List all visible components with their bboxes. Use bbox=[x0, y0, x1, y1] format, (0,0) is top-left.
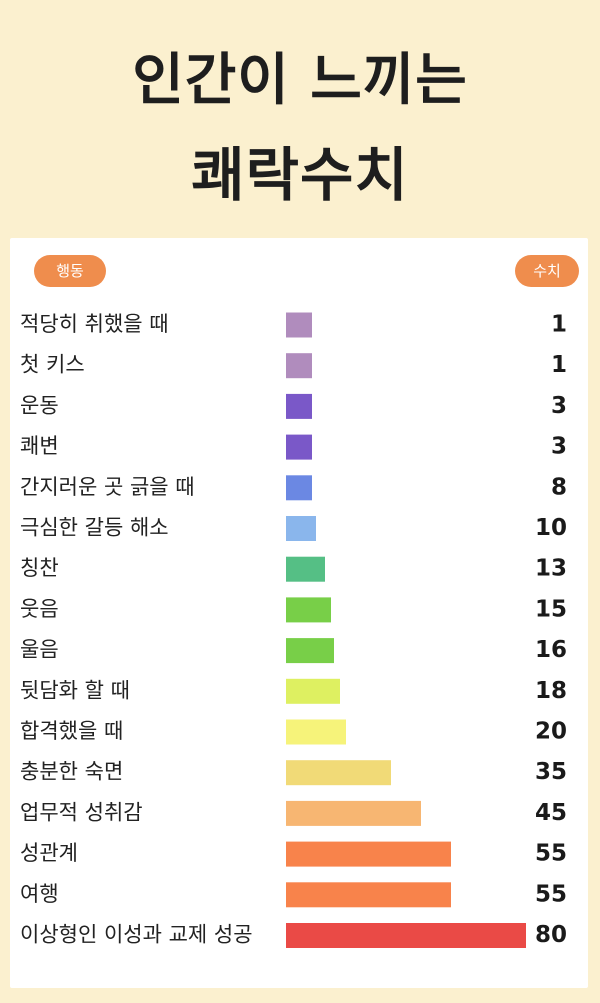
row-label: 쾌변 bbox=[20, 434, 59, 458]
bar-value-label: 20 bbox=[535, 719, 567, 745]
row-label: 첫 키스 bbox=[20, 353, 85, 377]
row-label: 충분한 숙면 bbox=[20, 760, 123, 784]
bar bbox=[286, 800, 421, 826]
bar-value-label: 80 bbox=[535, 922, 567, 948]
bar bbox=[286, 312, 312, 338]
bar bbox=[286, 841, 451, 867]
bar-value-label: 3 bbox=[551, 434, 567, 460]
bar-value-label: 10 bbox=[535, 515, 567, 541]
row-label: 간지러운 곳 긁을 때 bbox=[20, 475, 195, 499]
row-label: 웃음 bbox=[20, 597, 59, 621]
bar bbox=[286, 638, 334, 664]
row-label: 칭찬 bbox=[20, 556, 59, 580]
row-label: 합격했을 때 bbox=[20, 719, 123, 743]
bar-value-label: 1 bbox=[551, 352, 567, 378]
row-label: 운동 bbox=[20, 393, 59, 417]
bar bbox=[286, 393, 312, 419]
bar-value-label: 35 bbox=[535, 759, 567, 785]
row-label: 업무적 성취감 bbox=[20, 800, 143, 824]
bar bbox=[286, 760, 391, 786]
bar-value-label: 55 bbox=[535, 881, 567, 907]
bar bbox=[286, 353, 312, 379]
row-label: 극심한 갈등 해소 bbox=[20, 516, 169, 540]
row-label: 적당히 취했을 때 bbox=[20, 312, 169, 336]
bar-value-label: 13 bbox=[535, 556, 567, 582]
title-line-2: 쾌락수치 bbox=[191, 141, 409, 209]
bar bbox=[286, 923, 526, 948]
bar bbox=[286, 434, 312, 460]
header-badge-value: 수치 bbox=[515, 255, 579, 287]
chart-card: 행동 수치 적당히 취했을 때 1 첫 키스 1 운동 3 쾌변 3 간지러운 곳 긁을 때 8 극… bbox=[10, 238, 588, 988]
title-line-1: 인간이 느끼는 bbox=[132, 48, 468, 113]
header-badge-action: 행동 bbox=[34, 255, 106, 287]
bar-chart: 적당히 취했을 때 1 첫 키스 1 운동 3 쾌변 3 간지러운 곳 긁을 때 8 극심한 갈등 … bbox=[20, 312, 567, 948]
row-label: 뒷담화 할 때 bbox=[20, 678, 130, 702]
bar-value-label: 1 bbox=[551, 312, 567, 338]
bar-value-label: 8 bbox=[551, 474, 567, 500]
bar-value-label: 55 bbox=[535, 841, 567, 867]
bar-value-label: 3 bbox=[551, 393, 567, 419]
bar bbox=[286, 516, 316, 541]
row-label: 여행 bbox=[20, 882, 59, 906]
bar-value-label: 45 bbox=[535, 800, 567, 826]
bar bbox=[286, 719, 346, 745]
row-label: 이상형인 이성과 교제 성공 bbox=[20, 923, 253, 947]
row-label: 성관계 bbox=[20, 841, 78, 865]
bar-value-label: 16 bbox=[535, 637, 567, 663]
row-label: 울음 bbox=[20, 638, 59, 662]
bar-value-label: 18 bbox=[535, 678, 567, 704]
bar bbox=[286, 678, 340, 704]
bar bbox=[286, 882, 451, 908]
bar-value-label: 15 bbox=[535, 596, 567, 622]
bar bbox=[286, 597, 331, 623]
bar bbox=[286, 556, 325, 582]
bar bbox=[286, 475, 312, 501]
